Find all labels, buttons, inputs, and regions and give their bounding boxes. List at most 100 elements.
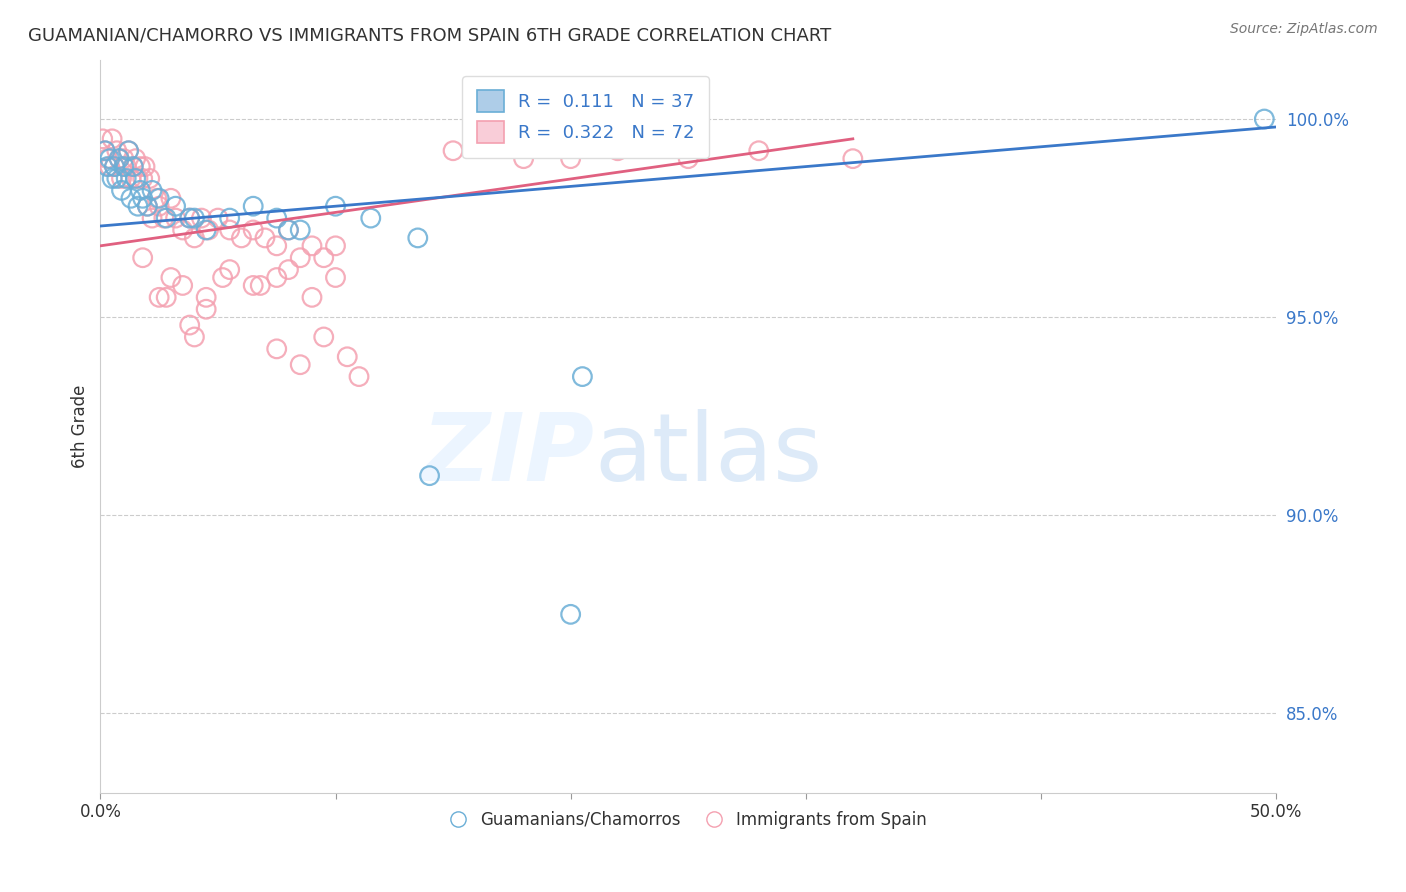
- Point: [277, 262, 299, 277]
- Text: ZIP: ZIP: [422, 409, 595, 501]
- Point: [606, 144, 628, 158]
- Point: [560, 152, 582, 166]
- Point: [141, 211, 163, 226]
- Point: [122, 160, 145, 174]
- Point: [101, 171, 124, 186]
- Point: [160, 191, 183, 205]
- Point: [141, 183, 163, 197]
- Point: [325, 239, 347, 253]
- Point: [195, 290, 218, 304]
- Point: [110, 183, 132, 197]
- Point: [190, 211, 212, 226]
- Point: [266, 270, 288, 285]
- Point: [195, 223, 218, 237]
- Point: [842, 152, 865, 166]
- Point: [96, 152, 118, 166]
- Point: [165, 211, 187, 226]
- Point: [115, 171, 138, 186]
- Text: Source: ZipAtlas.com: Source: ZipAtlas.com: [1230, 22, 1378, 37]
- Point: [266, 342, 288, 356]
- Point: [312, 251, 335, 265]
- Text: GUAMANIAN/CHAMORRO VS IMMIGRANTS FROM SPAIN 6TH GRADE CORRELATION CHART: GUAMANIAN/CHAMORRO VS IMMIGRANTS FROM SP…: [28, 27, 831, 45]
- Point: [266, 211, 288, 226]
- Point: [153, 211, 176, 226]
- Point: [172, 278, 194, 293]
- Point: [103, 160, 125, 174]
- Point: [155, 290, 177, 304]
- Point: [165, 199, 187, 213]
- Point: [122, 160, 145, 174]
- Point: [112, 152, 135, 166]
- Point: [160, 270, 183, 285]
- Point: [136, 199, 159, 213]
- Point: [183, 211, 205, 226]
- Point: [124, 171, 146, 186]
- Point: [91, 132, 114, 146]
- Point: [179, 211, 201, 226]
- Point: [360, 211, 382, 226]
- Point: [124, 152, 146, 166]
- Point: [301, 290, 323, 304]
- Point: [131, 251, 153, 265]
- Point: [94, 144, 117, 158]
- Point: [117, 144, 139, 158]
- Point: [105, 171, 128, 186]
- Point: [98, 160, 121, 174]
- Point: [249, 278, 271, 293]
- Point: [195, 302, 218, 317]
- Point: [131, 191, 153, 205]
- Point: [748, 144, 770, 158]
- Point: [112, 160, 135, 174]
- Point: [117, 144, 139, 158]
- Point: [325, 270, 347, 285]
- Point: [131, 171, 153, 186]
- Point: [155, 211, 177, 226]
- Point: [98, 152, 121, 166]
- Point: [253, 231, 276, 245]
- Point: [129, 160, 152, 174]
- Point: [312, 330, 335, 344]
- Legend: Guamanians/Chamorros, Immigrants from Spain: Guamanians/Chamorros, Immigrants from Sp…: [443, 805, 934, 836]
- Point: [146, 191, 169, 205]
- Point: [211, 270, 233, 285]
- Point: [290, 358, 312, 372]
- Point: [336, 350, 359, 364]
- Point: [231, 231, 253, 245]
- Point: [127, 171, 149, 186]
- Point: [129, 183, 152, 197]
- Point: [290, 251, 312, 265]
- Point: [179, 211, 201, 226]
- Point: [115, 160, 138, 174]
- Point: [108, 152, 131, 166]
- Text: atlas: atlas: [595, 409, 823, 501]
- Point: [207, 211, 229, 226]
- Point: [218, 223, 240, 237]
- Point: [560, 607, 582, 622]
- Point: [290, 223, 312, 237]
- Point: [419, 468, 441, 483]
- Point: [172, 223, 194, 237]
- Point: [94, 144, 117, 158]
- Point: [110, 171, 132, 186]
- Point: [148, 191, 170, 205]
- Point: [96, 160, 118, 174]
- Point: [197, 223, 219, 237]
- Point: [120, 171, 142, 186]
- Point: [676, 152, 699, 166]
- Point: [277, 223, 299, 237]
- Point: [301, 239, 323, 253]
- Point: [103, 160, 125, 174]
- Point: [512, 152, 534, 166]
- Point: [183, 330, 205, 344]
- Point: [148, 290, 170, 304]
- Point: [148, 199, 170, 213]
- Point: [277, 223, 299, 237]
- Point: [242, 223, 264, 237]
- Point: [266, 239, 288, 253]
- Point: [242, 199, 264, 213]
- Point: [441, 144, 464, 158]
- Point: [347, 369, 370, 384]
- Point: [127, 199, 149, 213]
- Point: [406, 231, 429, 245]
- Point: [138, 171, 160, 186]
